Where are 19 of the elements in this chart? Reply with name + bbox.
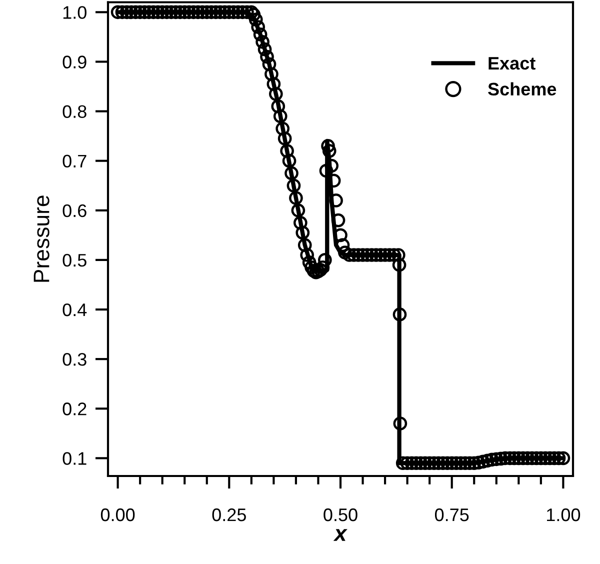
y-tick-label: 0.1 [62, 452, 86, 465]
y-tick-label: 0.4 [62, 303, 87, 316]
y-tick-label: 0.6 [62, 204, 86, 218]
x-tick-label: 0.25 [212, 508, 246, 522]
y-tick-label: 0.7 [62, 154, 86, 168]
y-tick-label: 1.0 [63, 6, 86, 19]
y-tick-label: 0.3 [62, 352, 86, 366]
x-tick-label: 0.50 [324, 508, 358, 522]
y-tick-label: 0.8 [62, 105, 86, 118]
x-tick-label: 1.00 [547, 508, 580, 522]
legend-label: Scheme [488, 82, 556, 96]
legend-label: Exact [488, 57, 536, 70]
y-tick-label: 0.5 [62, 254, 86, 267]
x-tick-label: 0.00 [100, 508, 135, 522]
y-axis-title: Pressure [34, 196, 50, 282]
y-tick-label: 0.2 [62, 402, 86, 416]
y-tick-label: 0.9 [62, 56, 86, 68]
x-axis-title: x [333, 529, 348, 541]
x-tick-label: 0.75 [434, 508, 469, 522]
